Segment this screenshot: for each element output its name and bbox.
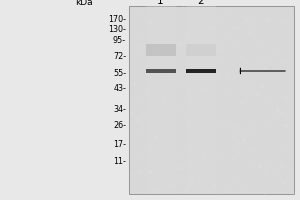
Bar (146, 45, 176, 55)
Bar (186, 69, 216, 73)
Text: 17-: 17- (113, 140, 126, 149)
Text: 95-: 95- (113, 36, 126, 45)
Bar (146, 6, 176, 194)
Text: 2: 2 (198, 0, 204, 6)
Text: 34-: 34- (113, 104, 126, 114)
Bar (129, 6, 294, 194)
Text: kDa: kDa (75, 0, 93, 7)
Text: 11-: 11- (113, 156, 126, 166)
Text: 72-: 72- (113, 52, 126, 61)
Text: 130-: 130- (108, 24, 126, 33)
Text: 43-: 43- (113, 84, 126, 93)
Bar (186, 6, 216, 194)
Text: 1: 1 (157, 0, 164, 6)
Text: 170-: 170- (108, 15, 126, 23)
Text: 55-: 55- (113, 68, 126, 77)
Bar (186, 45, 216, 55)
Bar (146, 69, 176, 73)
Text: 26-: 26- (113, 121, 126, 130)
